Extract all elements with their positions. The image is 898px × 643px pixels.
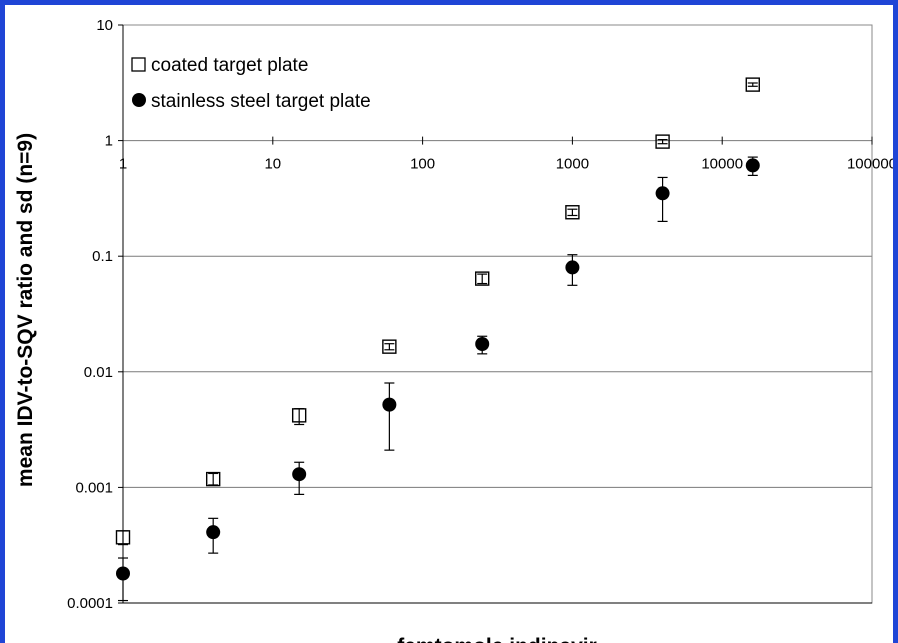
y-tick-label-10: 10 <box>96 17 113 34</box>
x-axis-title: femtomole indinavir <box>397 635 597 643</box>
data-point-circle <box>382 397 397 412</box>
x-tick-label-10000: 10000 <box>701 156 743 173</box>
y-tick-label-1: 1 <box>105 133 113 150</box>
data-point-square <box>655 134 670 149</box>
data-point-square <box>205 471 221 487</box>
x-tick-label-1: 1 <box>119 156 127 173</box>
data-point-circle <box>565 260 580 275</box>
y-tick-label-0.01: 0.01 <box>84 364 113 381</box>
y-tick-label-0.1: 0.1 <box>92 248 113 265</box>
data-point-circle <box>206 525 221 540</box>
data-point-circle <box>292 467 307 482</box>
data-point-square <box>475 271 490 286</box>
scatter-chart: 1 10 100 1000 10000 100000 0.0001 0.001 0.01 0.1… <box>14 17 897 643</box>
legend-label-stainless: stainless steel target plate <box>151 91 371 112</box>
data-series <box>115 77 760 602</box>
grid-lines <box>123 140 872 488</box>
data-point-circle <box>116 566 130 581</box>
data-point-square <box>382 339 397 354</box>
data-point-circle <box>475 336 490 351</box>
data-point-square <box>565 205 580 220</box>
legend-marker-coated <box>131 57 146 72</box>
x-tick-label-10: 10 <box>264 156 281 173</box>
legend-label-coated: coated target plate <box>151 55 308 76</box>
series-stainless <box>116 156 760 602</box>
legend-marker-stainless <box>132 93 146 107</box>
y-axis-ticks: 0.0001 0.001 0.01 0.1 1 10 <box>67 17 123 612</box>
x-tick-label-100: 100 <box>410 156 435 173</box>
legend: coated target plate stainless steel targ… <box>131 55 371 112</box>
data-point-circle <box>745 158 760 173</box>
data-point-square <box>115 530 131 545</box>
y-axis-title: mean IDV-to-SQV ratio and sd (n=9) <box>14 133 37 487</box>
data-point-square <box>291 408 307 423</box>
x-axis-ticks: 1 10 100 1000 10000 100000 <box>119 136 897 173</box>
y-tick-label-0.0001: 0.0001 <box>67 595 113 612</box>
data-point-square <box>745 77 760 92</box>
series-coated <box>115 77 760 546</box>
x-tick-label-100000: 100000 <box>847 156 897 173</box>
data-point-circle <box>655 186 670 201</box>
y-tick-label-0.001: 0.001 <box>75 479 113 496</box>
x-tick-label-1000: 1000 <box>556 156 589 173</box>
